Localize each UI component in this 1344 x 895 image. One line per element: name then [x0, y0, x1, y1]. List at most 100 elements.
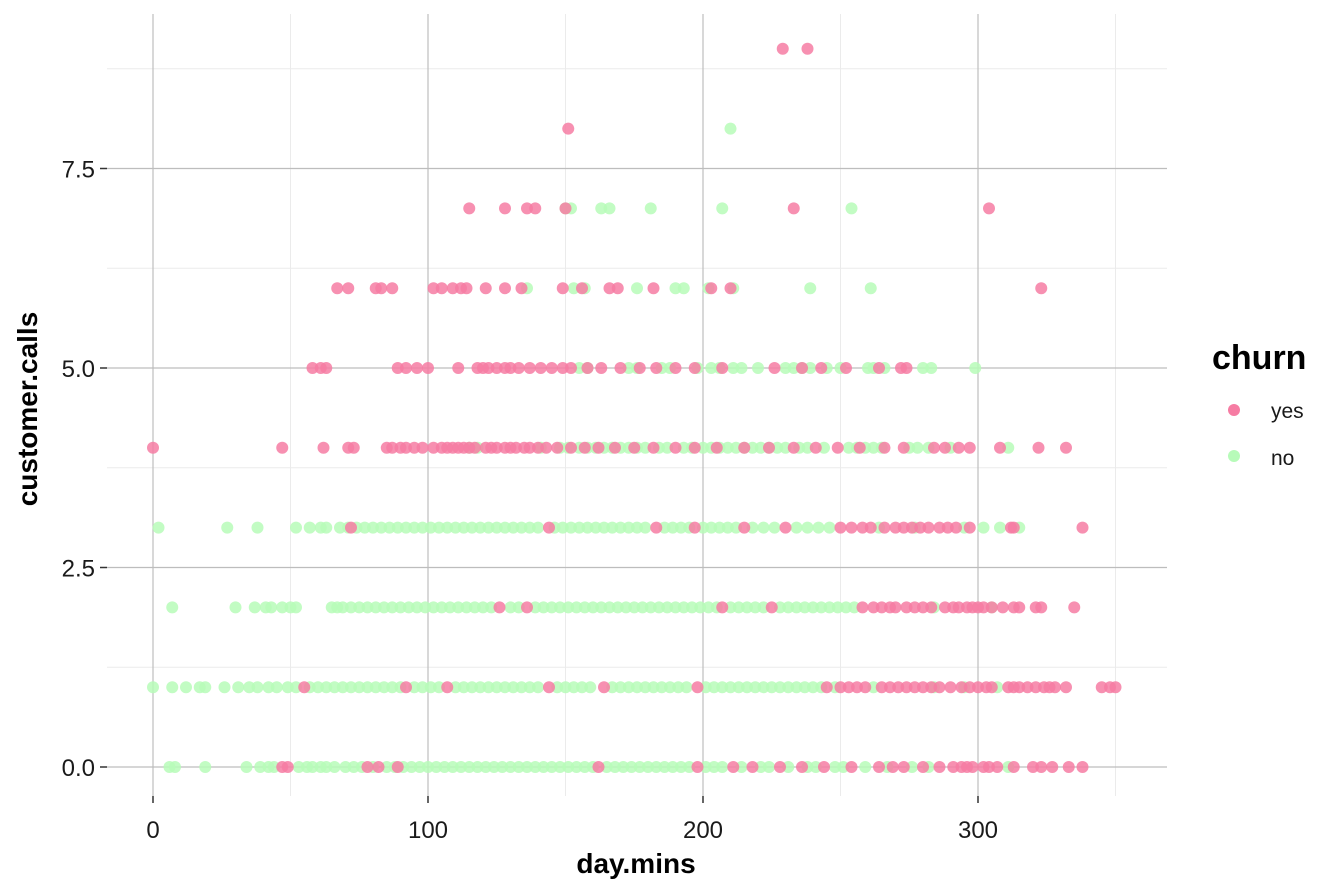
point-no: [644, 601, 657, 614]
point-no: [485, 601, 498, 614]
point-yes: [147, 441, 159, 454]
axes: 0 100 200 300 0.0 2.5 5.0 7.5: [62, 157, 998, 845]
point-no: [697, 441, 709, 454]
point-no: [812, 521, 825, 534]
point-yes: [985, 681, 998, 694]
point-no: [504, 601, 517, 614]
point-no: [303, 521, 316, 534]
point-no: [416, 681, 429, 694]
point-no: [636, 601, 649, 614]
point-no: [328, 761, 341, 773]
legend-key-yes: [1228, 404, 1240, 416]
point-yes: [834, 521, 847, 534]
point-yes: [556, 282, 569, 295]
point-yes: [490, 441, 503, 454]
legend: churn yes no: [1212, 339, 1306, 470]
point-no: [677, 601, 690, 614]
point-no: [705, 362, 718, 374]
point-yes: [716, 362, 729, 374]
point-yes: [441, 681, 454, 694]
point-no: [512, 761, 525, 773]
point-no: [532, 521, 544, 534]
point-no: [466, 521, 478, 534]
point-no: [570, 761, 583, 773]
point-yes: [551, 441, 564, 454]
point-yes: [983, 761, 995, 773]
point-yes: [408, 441, 421, 454]
point-yes: [845, 521, 858, 534]
point-yes: [892, 681, 905, 694]
point-no: [977, 521, 990, 534]
point-yes: [908, 601, 921, 614]
point-no: [567, 681, 580, 694]
point-yes: [787, 202, 800, 215]
point-no: [774, 681, 786, 694]
point-no: [369, 601, 382, 614]
point-no: [724, 601, 737, 614]
point-no: [716, 681, 729, 694]
point-yes: [897, 441, 910, 454]
point-no: [911, 441, 924, 454]
point-yes: [281, 761, 294, 773]
point-no: [771, 441, 784, 454]
point-yes: [875, 601, 888, 614]
point-no: [477, 601, 489, 614]
point-no: [787, 362, 800, 374]
point-no: [251, 521, 264, 534]
point-no: [402, 601, 415, 614]
point-no: [430, 761, 443, 773]
point-no: [677, 282, 690, 295]
point-no: [320, 521, 333, 534]
point-no: [254, 761, 267, 773]
point-yes: [878, 441, 891, 454]
point-no: [339, 761, 352, 773]
point-no: [180, 681, 192, 694]
point-no: [292, 761, 305, 773]
point-no: [336, 681, 349, 694]
point-no: [499, 521, 511, 534]
point-no: [798, 601, 811, 614]
point-yes: [427, 282, 440, 295]
point-no: [639, 521, 652, 534]
point-yes: [611, 282, 624, 295]
point-no: [466, 681, 478, 694]
point-yes: [994, 441, 1006, 454]
point-no: [268, 761, 280, 773]
point-no: [262, 681, 275, 694]
point-no: [229, 601, 242, 614]
point-no: [768, 521, 781, 534]
point-yes: [540, 441, 553, 454]
point-no: [576, 681, 588, 694]
point-no: [240, 761, 253, 773]
point-no: [336, 601, 349, 614]
point-no: [683, 761, 696, 773]
point-yes: [897, 761, 910, 773]
point-no: [507, 681, 520, 694]
point-no: [347, 761, 360, 773]
point-no: [859, 761, 872, 773]
point-yes: [815, 362, 828, 374]
point-no: [749, 601, 762, 614]
point-no: [650, 761, 663, 773]
point-no: [639, 681, 652, 694]
point-no: [587, 601, 599, 614]
point-no: [807, 681, 819, 694]
point-no: [391, 521, 404, 534]
point-no: [378, 601, 390, 614]
point-no: [697, 521, 709, 534]
point-yes: [1013, 601, 1026, 614]
point-yes: [565, 362, 577, 374]
point-no: [782, 601, 795, 614]
point-no: [490, 681, 503, 694]
point-no: [419, 601, 432, 614]
point-no: [790, 601, 803, 614]
point-yes: [1035, 282, 1048, 295]
point-no: [554, 601, 566, 614]
point-no: [435, 601, 448, 614]
point-yes: [391, 761, 404, 773]
point-yes: [559, 202, 572, 215]
point-yes: [534, 362, 547, 374]
point-no: [779, 441, 792, 454]
point-yes: [1068, 601, 1081, 614]
